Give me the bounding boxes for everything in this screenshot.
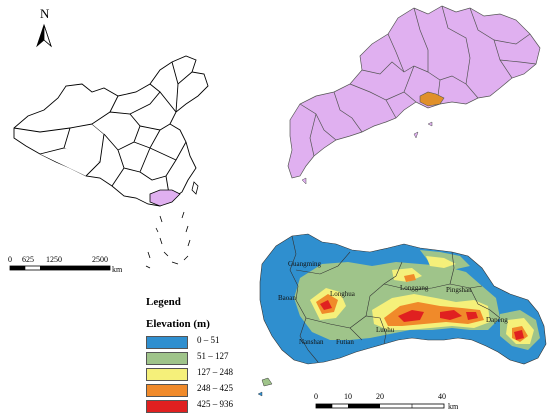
district-label-longgang: Longgang (400, 284, 429, 292)
legend-label: 51 – 127 (197, 351, 229, 361)
legend-swatch (146, 384, 188, 397)
shenzhen-elevation-map (257, 233, 547, 397)
guangdong-islands (301, 121, 433, 185)
scale-china-tick-0: 0 (8, 255, 12, 264)
scale-shenzhen-tick-3: 40 (438, 392, 446, 401)
legend-swatch (146, 400, 188, 413)
district-label-futian: Futian (336, 338, 354, 346)
scale-bar-shenzhen (315, 403, 445, 409)
legend-swatch (146, 336, 188, 349)
legend-label: 425 – 936 (197, 399, 233, 409)
scale-china-tick-2: 1250 (46, 255, 62, 264)
legend-row: 0 – 51 (146, 335, 366, 349)
legend-label: 248 – 425 (197, 383, 233, 393)
district-label-baoan: Baoan (278, 294, 296, 302)
district-label-pingshan: Pingshan (446, 286, 472, 294)
legend-row: 248 – 425 (146, 383, 366, 397)
district-label-nanshan: Nanshan (299, 338, 324, 346)
scale-china-tick-1: 625 (22, 255, 34, 264)
legend-row: 425 – 936 (146, 399, 366, 413)
scale-china-tick-3: 2500 (92, 255, 108, 264)
district-label-dapeng: Dapeng (486, 316, 508, 324)
legend-label: 0 – 51 (197, 335, 220, 345)
scale-china-unit: km (112, 265, 123, 274)
legend-row: 51 – 127 (146, 351, 366, 365)
legend-swatch (146, 352, 188, 365)
north-arrow-icon (36, 23, 52, 48)
district-label-guangming: Guangming (288, 260, 322, 268)
north-letter: N (40, 6, 50, 21)
south-china-sea-islands (145, 181, 199, 269)
legend-swatch (146, 368, 188, 381)
legend-label: 127 – 248 (197, 367, 233, 377)
scale-shenzhen-unit: km (448, 402, 459, 411)
legend-subtitle: Elevation (m) (146, 318, 210, 330)
scale-shenzhen-tick-0: 0 (314, 392, 318, 401)
guangdong-map (287, 5, 541, 179)
legend-row: 127 – 248 (146, 367, 366, 381)
guangdong-highlight-china (149, 189, 181, 207)
district-label-luohu: Luohu (376, 326, 395, 334)
china-map (13, 55, 209, 207)
scale-shenzhen-tick-1: 10 (344, 392, 352, 401)
scale-shenzhen-tick-2: 20 (376, 392, 384, 401)
shenzhen-highlight-guangdong (419, 91, 445, 107)
district-label-longhua: Longhua (330, 290, 356, 298)
scale-bar-china (9, 265, 111, 271)
legend-title: Legend (146, 296, 181, 308)
